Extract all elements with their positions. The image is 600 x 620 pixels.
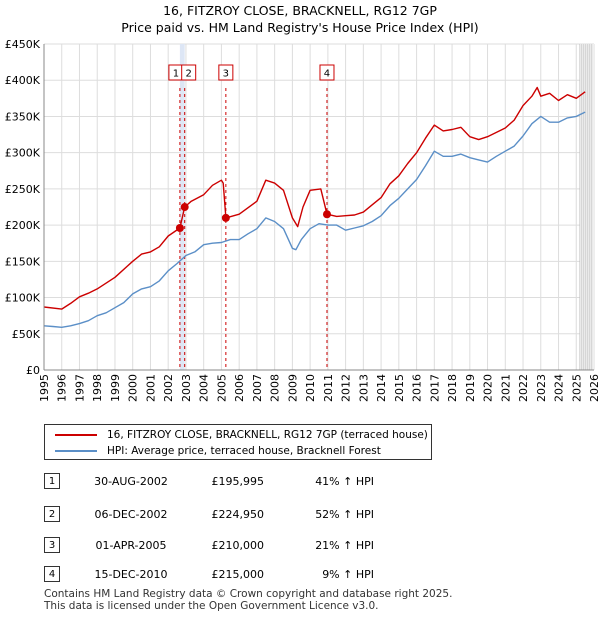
x-tick-label: 1997	[73, 374, 86, 402]
marker-box	[319, 64, 335, 81]
x-tick-label: 2016	[411, 374, 424, 402]
transaction-hpi: 52% ↑ HPI	[315, 508, 374, 521]
legend-label-property: 16, FITZROY CLOSE, BRACKNELL, RG12 7GP (…	[107, 429, 428, 441]
x-tick-label: 2008	[269, 374, 282, 402]
y-tick-label: £150K	[5, 255, 41, 268]
y-tick-label: £400K	[5, 74, 41, 87]
transaction-price: £224,950	[211, 508, 265, 521]
x-tick-label: 2010	[304, 374, 317, 402]
chart-title: 16, FITZROY CLOSE, BRACKNELL, RG12 7GP P…	[0, 0, 600, 36]
x-tick-label: 2025	[570, 374, 583, 402]
footer-line-2: This data is licensed under the Open Gov…	[44, 600, 379, 612]
x-tick-label: 2013	[357, 374, 370, 402]
marker-label: 4	[324, 69, 330, 80]
x-tick-label: 2009	[286, 374, 299, 402]
transaction-hpi: 9% ↑ HPI	[322, 568, 374, 581]
x-tick-label: 2002	[162, 374, 175, 402]
x-tick-label: 2017	[428, 374, 441, 402]
x-tick-label: 2006	[233, 374, 246, 402]
y-tick-label: £200K	[5, 219, 41, 232]
x-tick-label: 2021	[499, 374, 512, 402]
x-tick-label: 2019	[464, 374, 477, 402]
transaction-date: 30-AUG-2002	[94, 475, 168, 488]
transaction-number: 3	[44, 537, 60, 553]
legend-swatch-hpi	[55, 450, 97, 452]
y-tick-label: £350K	[5, 110, 41, 123]
x-tick-label: 2020	[482, 374, 495, 402]
x-tick-label: 1998	[91, 374, 104, 402]
marker-label: 2	[186, 69, 192, 80]
y-tick-label: £50K	[12, 328, 41, 341]
title-line-1: 16, FITZROY CLOSE, BRACKNELL, RG12 7GP	[163, 3, 437, 18]
x-tick-label: 2005	[215, 374, 228, 402]
legend-item-hpi: HPI: Average price, terraced house, Brac…	[55, 443, 381, 459]
hpi-line	[43, 111, 586, 328]
legend-label-hpi: HPI: Average price, terraced house, Brac…	[107, 445, 381, 457]
sale-point	[180, 203, 189, 212]
transaction-date: 06-DEC-2002	[94, 508, 168, 521]
x-tick-label: 2015	[393, 374, 406, 402]
transaction-price: £210,000	[211, 539, 265, 552]
x-tick-label: 2026	[588, 374, 600, 402]
x-tick-label: 2004	[198, 374, 211, 402]
transaction-number: 4	[44, 566, 60, 582]
x-tick-label: 2012	[340, 374, 353, 402]
marker-label: 1	[173, 69, 179, 80]
title-line-2: Price paid vs. HM Land Registry's House …	[121, 20, 479, 35]
transaction-price: £215,000	[211, 568, 265, 581]
transaction-number: 1	[44, 473, 60, 489]
marker-box	[218, 64, 234, 81]
plot-area	[44, 44, 594, 370]
y-tick-label: £300K	[5, 147, 41, 160]
y-tick-label: £450K	[5, 38, 41, 51]
y-tick-label: £100K	[5, 292, 41, 305]
y-tick-label: £0	[26, 364, 40, 377]
transaction-hpi: 21% ↑ HPI	[315, 539, 374, 552]
sale-point	[322, 210, 331, 219]
transaction-number: 2	[44, 506, 60, 522]
x-tick-label: 1995	[38, 374, 51, 402]
x-tick-label: 1996	[56, 374, 69, 402]
future-band	[579, 44, 594, 370]
legend-swatch-property	[55, 434, 97, 436]
x-tick-label: 2000	[127, 374, 140, 402]
x-tick-label: 2023	[535, 374, 548, 402]
x-tick-label: 2022	[517, 374, 530, 402]
marker-label: 3	[223, 69, 229, 80]
marker-box	[181, 64, 197, 81]
x-tick-label: 2011	[322, 374, 335, 402]
transaction-date: 15-DEC-2010	[94, 568, 168, 581]
legend-item-property: 16, FITZROY CLOSE, BRACKNELL, RG12 7GP (…	[55, 427, 428, 443]
x-tick-label: 2007	[251, 374, 264, 402]
x-tick-label: 2018	[446, 374, 459, 402]
legend: 16, FITZROY CLOSE, BRACKNELL, RG12 7GP (…	[44, 424, 432, 460]
footer-line-1: Contains HM Land Registry data © Crown c…	[44, 588, 453, 600]
transaction-price: £195,995	[211, 475, 265, 488]
x-tick-label: 2003	[180, 374, 193, 402]
x-tick-label: 2024	[553, 374, 566, 402]
price-chart: 1 2 3 4 £0 £50K £100K £150K £200K £250K £300K £350K…	[5, 38, 600, 402]
transaction-date: 01-APR-2005	[95, 539, 167, 552]
x-tick-label: 2001	[144, 374, 157, 402]
x-tick-label: 2014	[375, 374, 388, 402]
footer: Contains HM Land Registry data © Crown c…	[44, 588, 452, 612]
x-tick-label: 1999	[109, 374, 122, 402]
sale-point	[175, 224, 184, 233]
sale-point	[221, 213, 230, 222]
y-tick-label: £250K	[5, 183, 41, 196]
transaction-hpi: 41% ↑ HPI	[315, 475, 374, 488]
